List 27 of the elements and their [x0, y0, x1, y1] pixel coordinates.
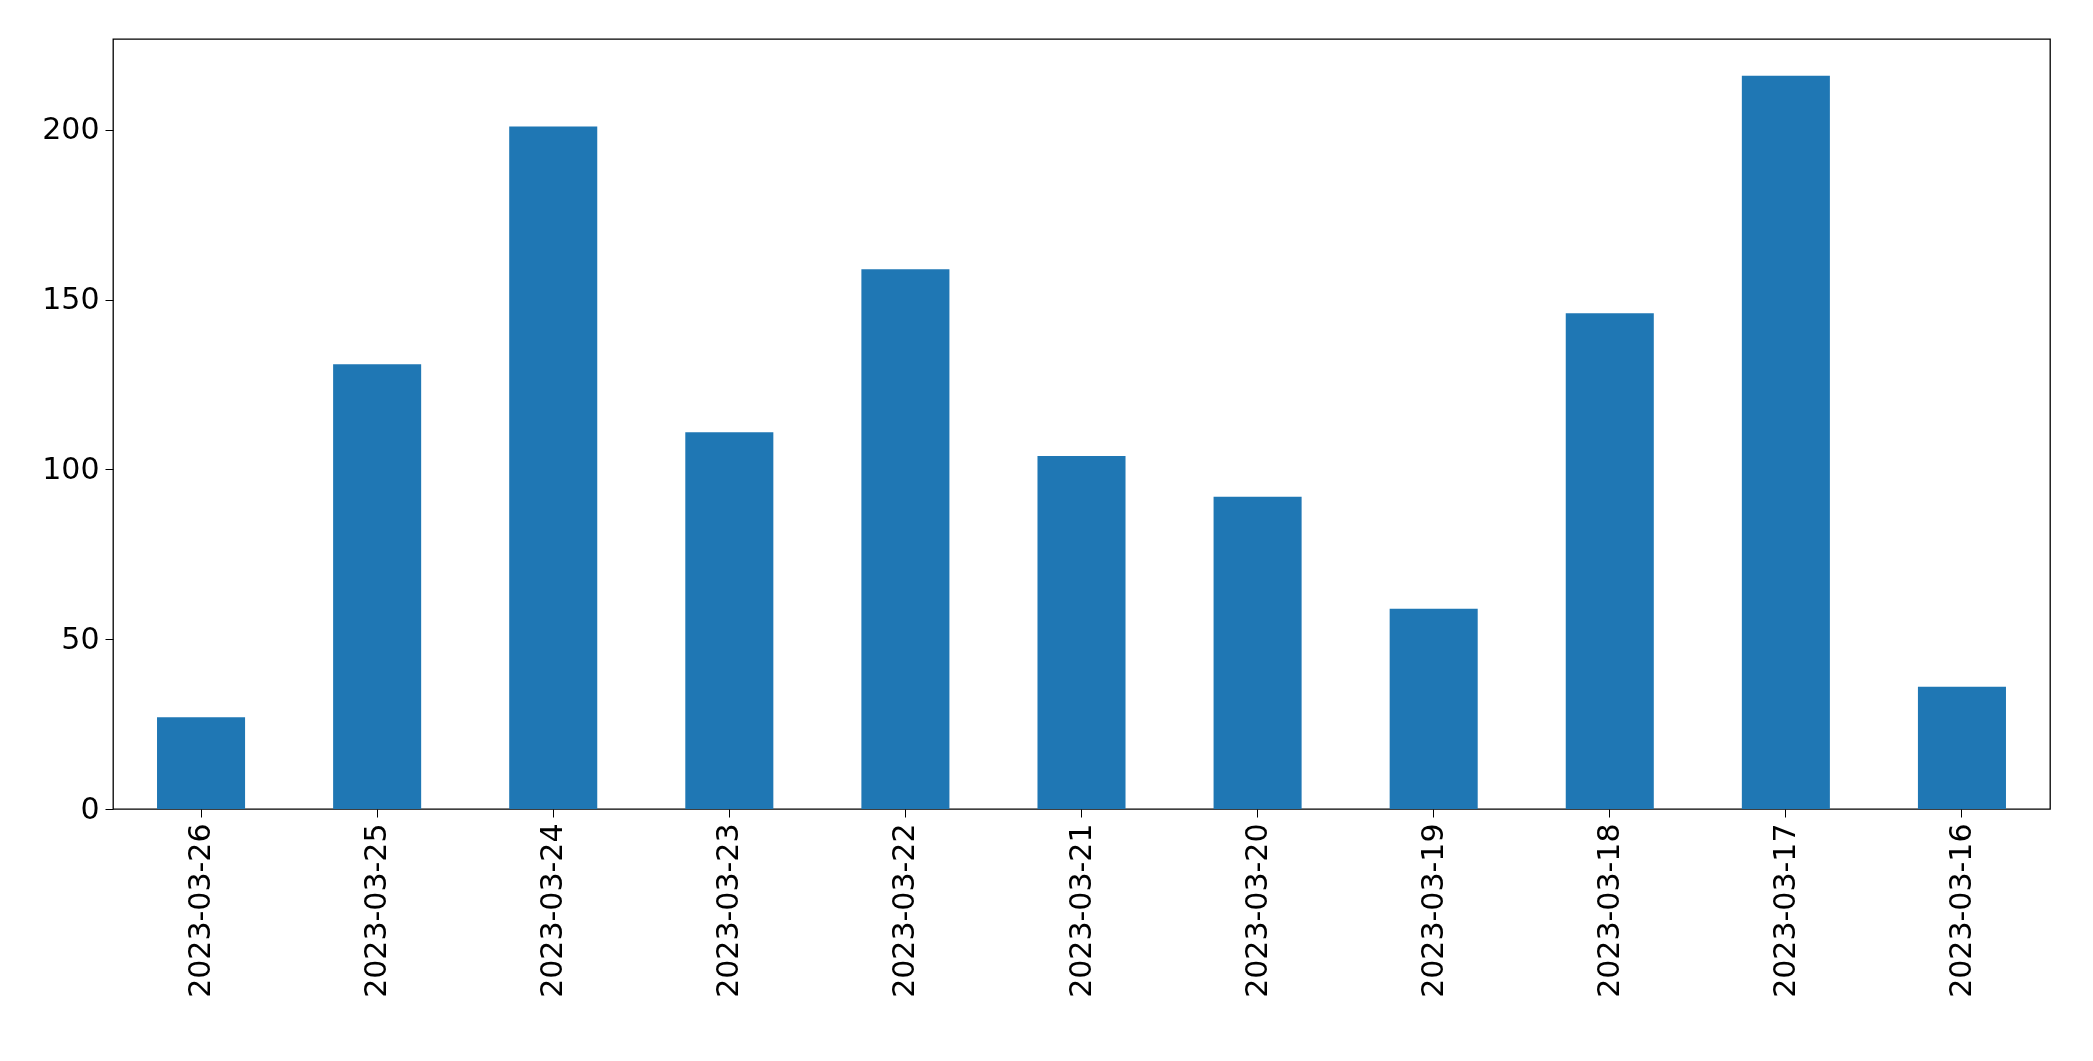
y-tick-label: 0 [80, 790, 100, 826]
bar [1037, 455, 1126, 809]
x-tick-label: 2023-03-25 [358, 823, 394, 998]
bar [1565, 313, 1654, 809]
bar [509, 126, 598, 809]
x-tick-label: 2023-03-22 [886, 823, 922, 998]
y-tick-label: 100 [42, 450, 100, 486]
y-tick-label: 150 [42, 281, 100, 317]
x-tick-label: 2023-03-17 [1766, 823, 1802, 998]
x-tick-label: 2023-03-23 [710, 823, 746, 998]
y-tick-label: 50 [61, 620, 100, 656]
bar [333, 364, 422, 809]
x-tick-label: 2023-03-19 [1414, 823, 1450, 998]
y-tick-label: 200 [42, 111, 100, 147]
x-tick-label: 2023-03-21 [1062, 823, 1098, 998]
bar [1213, 496, 1302, 809]
bar [1741, 75, 1830, 809]
x-tick-label: 2023-03-20 [1238, 823, 1274, 998]
x-tick-label: 2023-03-16 [1942, 823, 1978, 998]
bar [861, 269, 950, 809]
x-tick-label: 2023-03-24 [534, 823, 570, 998]
bar [685, 432, 774, 809]
bar [157, 717, 246, 809]
bar [1917, 686, 2006, 809]
bar [1389, 608, 1478, 809]
x-tick-label: 2023-03-26 [182, 823, 218, 998]
x-tick-label: 2023-03-18 [1590, 823, 1626, 998]
